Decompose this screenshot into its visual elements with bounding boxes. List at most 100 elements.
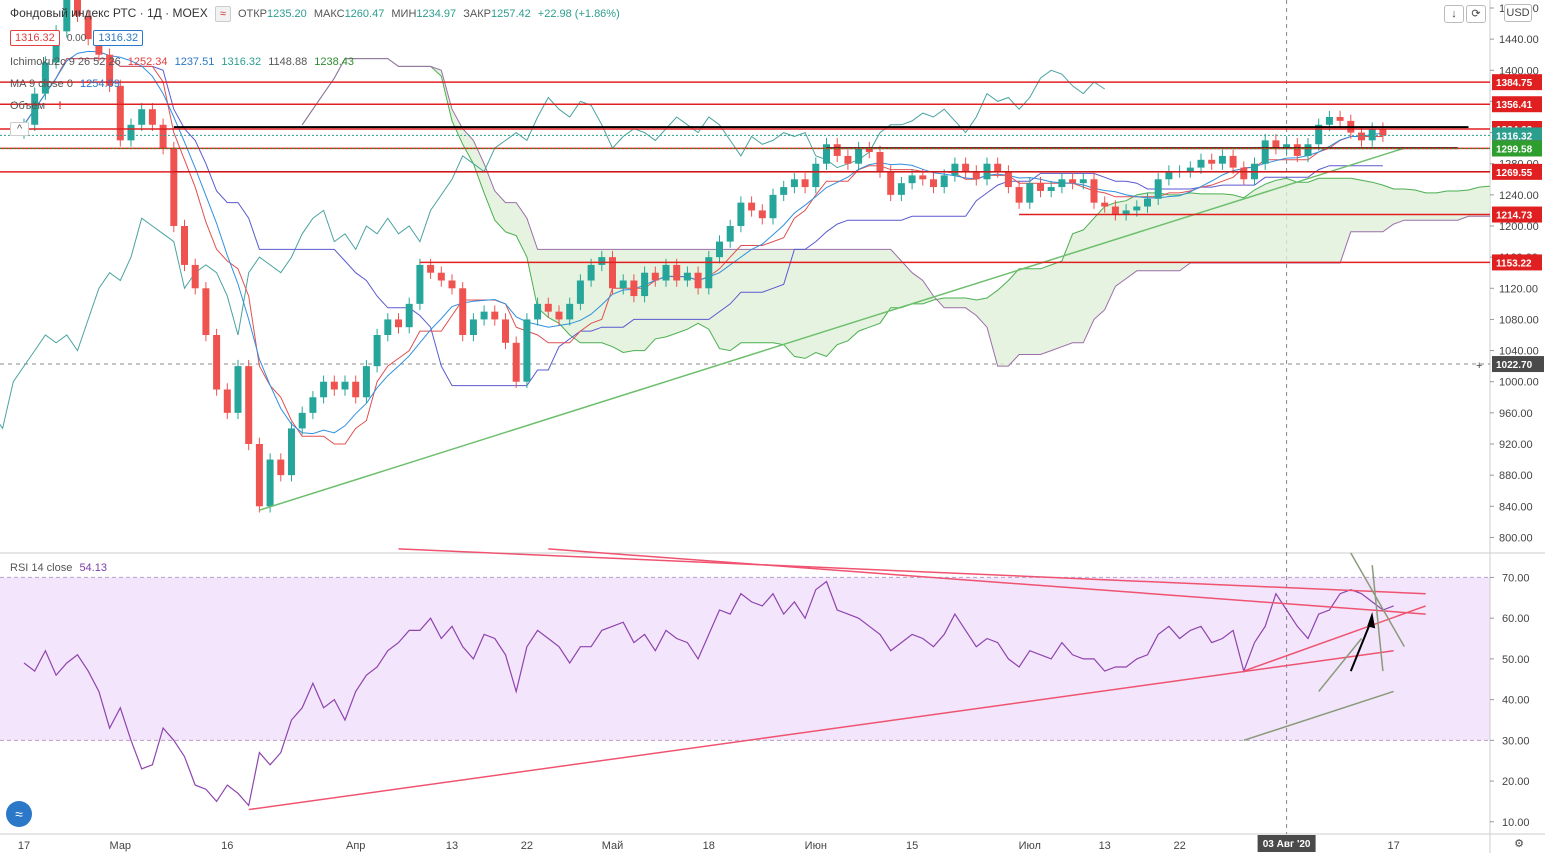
ohlc-close-label: ЗАКР: [463, 8, 491, 20]
candle: [1101, 202, 1109, 207]
price-boxes: 1316.32 0.00 1316.32: [10, 30, 147, 46]
candle: [330, 381, 338, 390]
candle: [1208, 159, 1216, 164]
ohlc-close: 1257.42: [490, 8, 531, 20]
rsi-tick-label: 40.00: [1502, 695, 1530, 707]
candle: [1165, 171, 1173, 180]
candle: [780, 187, 788, 195]
rsi-arrow: [1349, 617, 1374, 672]
rsi-band: [0, 577, 1490, 741]
candle: [1358, 132, 1365, 141]
time-tick-label: 15: [906, 840, 918, 852]
compare-toggle[interactable]: ≈: [214, 6, 231, 22]
candle: [598, 257, 606, 265]
rsi-value: 54.13: [79, 562, 107, 574]
price-tick-label: 1200.00: [1499, 221, 1539, 233]
candle: [609, 257, 616, 289]
price-tick-label: 960.00: [1499, 408, 1533, 420]
price-tick-label: 1240.00: [1499, 190, 1539, 202]
rsi-tick-label: 10.00: [1502, 817, 1530, 829]
price-tick-label: 1000.00: [1499, 377, 1539, 389]
ma-label: MA 9 close 0: [10, 78, 73, 90]
ma-legend[interactable]: MA 9 close 0 1254.09: [10, 78, 124, 90]
legend-collapse: ^: [10, 122, 33, 136]
level-tag: [1492, 127, 1542, 144]
candle: [127, 124, 135, 141]
candle: [651, 272, 659, 281]
header-legend: Фондовый индекс РТС · 1Д · MOEX ≈ ОТКР12…: [10, 6, 624, 22]
rsi-line: [23, 580, 1394, 807]
candle: [876, 152, 884, 172]
ohlc-high: 1260.47: [344, 8, 385, 20]
candle: [1336, 117, 1344, 121]
price-tick-label: 920.00: [1499, 439, 1533, 451]
currency-button[interactable]: USD: [1504, 4, 1532, 22]
candle: [1379, 128, 1387, 136]
rsi-arrow-head-icon: [1367, 612, 1376, 629]
candle: [716, 241, 723, 258]
candle: [255, 444, 263, 507]
candle: [320, 381, 328, 398]
candle: [619, 280, 627, 289]
candle: [512, 342, 520, 382]
candle: [662, 264, 670, 281]
refresh-icon[interactable]: ⟳: [1466, 5, 1486, 23]
ichimoku-value-2: 1237.51: [174, 56, 215, 68]
crosshair-price-label: 1022.70: [1496, 360, 1533, 371]
collapse-legend-button[interactable]: ^: [10, 122, 30, 136]
volume-legend[interactable]: Объём !: [10, 100, 66, 112]
candle: [63, 0, 71, 32]
level-tag: [1492, 254, 1542, 271]
rsi-trend-up: [248, 649, 1394, 811]
candle: [245, 366, 253, 444]
candle: [1144, 198, 1151, 207]
candle: [1315, 124, 1323, 145]
candle: [1325, 117, 1333, 125]
rsi-label: RSI 14 close: [10, 562, 73, 574]
candle: [951, 163, 959, 176]
candle: [234, 366, 242, 413]
candle: [544, 303, 552, 312]
candle: [534, 303, 542, 320]
candle: [362, 366, 370, 398]
ichimoku-cloud: [302, 58, 1490, 367]
price-tick-label: 1080.00: [1499, 314, 1539, 326]
level-tag-label: 1316.32: [1496, 131, 1533, 142]
ichimoku-legend[interactable]: Ichimoku2c 9 26 52 26 1252.34 1237.51 13…: [10, 56, 358, 68]
ask-price[interactable]: 1316.32: [93, 30, 144, 46]
level-tag-label: 1153.22: [1496, 258, 1532, 269]
rsi-legend[interactable]: RSI 14 close 54.13: [10, 562, 111, 574]
ichimoku-span-a: [301, 58, 1490, 359]
candle: [630, 280, 638, 297]
candle: [801, 179, 809, 188]
rsi-grey-line-2: [1318, 638, 1363, 692]
bid-price[interactable]: 1316.32: [10, 30, 60, 46]
candle: [962, 163, 970, 172]
candle: [341, 381, 349, 390]
settings-gear-icon[interactable]: ⚙: [1514, 838, 1524, 850]
candle: [908, 175, 916, 184]
candle: [1069, 179, 1077, 184]
crosshair-plus-icon: +: [1476, 360, 1482, 372]
level-tag-label: 1384.75: [1496, 78, 1533, 89]
volume-warning-icon[interactable]: !: [58, 100, 62, 112]
candle: [191, 264, 199, 289]
candle: [1058, 179, 1066, 188]
rsi-trend-down: [398, 548, 1426, 595]
candle: [1197, 159, 1205, 168]
candle: [1079, 179, 1087, 184]
candle: [790, 179, 798, 188]
candle: [106, 54, 114, 86]
rsi-trend-down-2: [548, 548, 1426, 615]
ichimoku-span-b: [301, 58, 1490, 367]
candle: [1272, 140, 1280, 149]
scroll-down-icon[interactable]: ↓: [1444, 5, 1464, 23]
candle: [1037, 183, 1044, 191]
candle: [41, 62, 49, 94]
ohlc-open: 1235.20: [267, 8, 307, 20]
candle: [491, 311, 499, 320]
level-tag-label: 1269.55: [1496, 168, 1533, 179]
candle: [1186, 167, 1194, 172]
time-tick-label: 13: [1099, 840, 1111, 852]
